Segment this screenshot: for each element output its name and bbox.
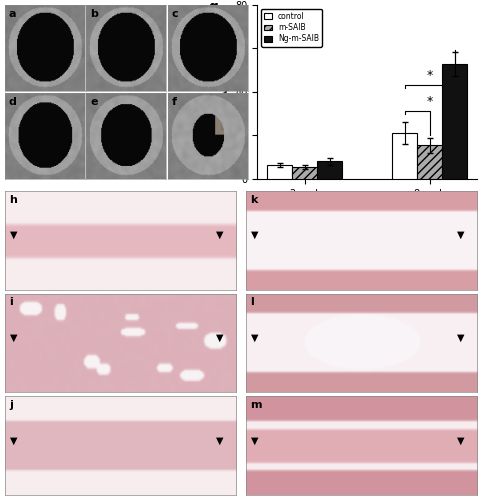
Text: k: k [250, 194, 258, 204]
Y-axis label: BV/TV (%): BV/TV (%) [220, 66, 229, 118]
Text: h: h [10, 194, 17, 204]
Text: ▼: ▼ [216, 230, 224, 240]
Text: b: b [91, 10, 98, 20]
Text: c: c [172, 10, 179, 20]
Text: a: a [9, 10, 16, 20]
Text: *: * [427, 69, 433, 82]
Text: ▼: ▼ [216, 333, 224, 343]
Bar [267, 164, 292, 179]
Text: j: j [10, 400, 13, 410]
Text: *: * [427, 95, 433, 108]
Bar [417, 145, 442, 179]
Text: ▼: ▼ [10, 230, 18, 240]
Text: ▼: ▼ [10, 333, 18, 343]
Text: i: i [10, 298, 13, 308]
Text: ▼: ▼ [251, 333, 259, 343]
Text: d: d [9, 97, 17, 107]
Bar [392, 133, 417, 179]
Legend: control, m-SAIB, Ng-m-SAIB: control, m-SAIB, Ng-m-SAIB [261, 9, 322, 46]
Text: ▼: ▼ [10, 436, 18, 446]
Text: f: f [172, 97, 177, 107]
Text: m: m [250, 400, 262, 410]
Text: e: e [91, 97, 98, 107]
Text: ▼: ▼ [251, 436, 259, 446]
Text: ▼: ▼ [251, 230, 259, 240]
Text: ▼: ▼ [457, 230, 465, 240]
Text: g: g [209, 0, 219, 14]
Bar [317, 162, 342, 179]
Text: ▼: ▼ [457, 436, 465, 446]
Bar [442, 64, 467, 179]
Bar [292, 167, 317, 179]
Text: ▼: ▼ [216, 436, 224, 446]
Text: l: l [250, 298, 254, 308]
Text: ▼: ▼ [457, 333, 465, 343]
